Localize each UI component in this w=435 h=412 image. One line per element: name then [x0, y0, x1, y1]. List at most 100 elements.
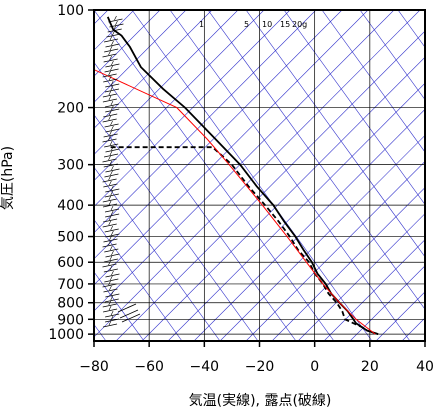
- wind-barb: [111, 165, 114, 171]
- wind-barb: [103, 113, 118, 118]
- isotherm-line: [94, 10, 239, 155]
- wind-barb: [102, 323, 118, 328]
- wind-barb: [108, 155, 111, 161]
- wind-barb: [103, 38, 119, 43]
- wind-barb: [111, 270, 114, 276]
- wind-barb: [105, 148, 120, 153]
- x-tick-label: −80: [79, 359, 109, 375]
- wind-barb: [103, 238, 118, 243]
- temperature-line: [106, 16, 379, 335]
- wind-barb: [111, 185, 114, 191]
- wind-barb: [104, 298, 119, 303]
- wind-barb: [105, 293, 120, 298]
- wind-barb: [102, 283, 117, 288]
- wind-barb: [111, 125, 114, 131]
- wind-barb: [110, 205, 114, 211]
- wind-barb: [105, 128, 120, 133]
- wind-barb: [104, 278, 119, 283]
- wind-barb: [103, 308, 118, 313]
- wind-barb: [104, 88, 120, 93]
- mixing-ratio-label: 10: [262, 20, 272, 29]
- wind-barb: [114, 15, 117, 21]
- x-tick-label: −20: [245, 359, 275, 375]
- wind-barb: [108, 75, 112, 81]
- wind-barb: [102, 243, 117, 248]
- wind-barb: [110, 315, 114, 321]
- wind-barb: [102, 303, 117, 308]
- wind-barb: [103, 78, 118, 83]
- isotherm-line: [323, 239, 425, 341]
- wind-barb: [108, 18, 123, 23]
- x-tick-label: 0: [310, 359, 319, 375]
- isotherm-line: [167, 82, 425, 341]
- wind-barb: [102, 178, 117, 183]
- isotherm-line: [245, 161, 425, 341]
- wind-barb: [105, 313, 120, 318]
- adiabat-line: [321, 10, 425, 153]
- adiabat-line: [359, 10, 425, 101]
- wind-barb: [110, 85, 114, 91]
- y-tick-label: 800: [57, 296, 84, 312]
- wind-barb: [109, 180, 112, 186]
- wind-barb: [102, 158, 117, 163]
- mixing-ratio-label: 5: [244, 20, 249, 29]
- wind-barb: [103, 58, 118, 63]
- wind-barb: [104, 123, 119, 128]
- x-tick-label: 20: [361, 359, 379, 375]
- wind-barb: [111, 290, 114, 296]
- wind-barb: [112, 30, 115, 36]
- adiabat-line: [397, 10, 425, 48]
- y-axis-title: 気圧(hPa): [0, 146, 16, 210]
- wind-barb: [108, 240, 111, 246]
- wind-barb: [113, 25, 117, 31]
- wind-barbs: [102, 15, 141, 328]
- y-tick-label: 400: [57, 198, 84, 214]
- wind-barb: [109, 285, 112, 291]
- isotherm-line: [94, 10, 213, 129]
- adiabat-line: [283, 10, 425, 205]
- wind-barb: [110, 210, 114, 216]
- wind-barb: [108, 90, 112, 96]
- isotherm-line: [349, 265, 425, 341]
- wind-barb: [103, 183, 118, 188]
- isotherm-line: [428, 10, 435, 341]
- wind-barb: [108, 70, 111, 76]
- isotherm-line: [115, 30, 425, 341]
- wind-barb: [102, 98, 117, 103]
- wind-barb: [108, 305, 112, 311]
- wind-barb: [103, 133, 118, 138]
- wind-barb: [108, 215, 112, 221]
- wind-barb: [110, 105, 114, 111]
- y-tick-label: 700: [57, 277, 84, 293]
- isotherm-line: [94, 10, 109, 25]
- wind-barb: [110, 100, 114, 106]
- y-tick-label: 900: [57, 312, 84, 328]
- wind-barb: [111, 60, 114, 66]
- wind-barb: [104, 193, 119, 198]
- isotherm-line: [141, 56, 425, 341]
- wind-barb: [105, 273, 120, 278]
- wind-barb: [109, 140, 113, 146]
- wind-barb: [104, 48, 119, 53]
- wind-barb: [110, 245, 113, 251]
- isotherm-line: [94, 10, 343, 260]
- wind-barb: [110, 120, 113, 126]
- wind-barb: [105, 233, 120, 238]
- wind-barb: [111, 145, 114, 151]
- wind-barb: [109, 255, 113, 261]
- isotherm-line: [297, 213, 425, 341]
- wind-barb: [103, 288, 118, 293]
- wind-barb: [105, 253, 120, 258]
- gridlines: [94, 10, 425, 341]
- wind-barb: [104, 208, 120, 213]
- wind-barb: [109, 23, 124, 28]
- wind-barb: [105, 108, 120, 113]
- wind-barb: [104, 228, 119, 233]
- y-tick-label: 200: [57, 101, 84, 117]
- wind-barb: [103, 153, 119, 158]
- wind-barb: [104, 143, 119, 148]
- adiabat-line: [131, 10, 373, 341]
- dry-adiabat-lines: [94, 10, 435, 341]
- wind-barb: [110, 275, 113, 281]
